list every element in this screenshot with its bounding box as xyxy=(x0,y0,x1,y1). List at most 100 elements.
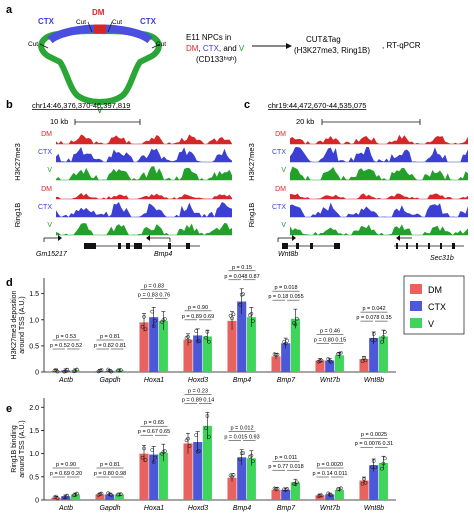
ventral-region-shape xyxy=(38,28,162,105)
track-label-dm: DM xyxy=(275,186,286,193)
x-tick-label: Hoxd3 xyxy=(188,505,208,512)
data-point xyxy=(197,339,202,344)
data-point xyxy=(117,492,122,497)
panel-b-group-2: Ring1B xyxy=(13,203,22,228)
y-axis-label-2: around TSS (A.U.) xyxy=(19,420,26,477)
p-value-top: p = 0.042 xyxy=(362,306,385,312)
data-point xyxy=(151,460,156,464)
data-point xyxy=(319,493,324,498)
y-tick-label: 1.5 xyxy=(29,428,39,435)
data-point xyxy=(329,359,334,364)
data-point xyxy=(55,369,60,374)
data-point xyxy=(295,316,299,321)
npc-line1: E11 NPCs in xyxy=(186,33,231,42)
npc-line3: (CD133ʰⁱᵍʰ) xyxy=(196,55,237,64)
bar-ctx-bmp7 xyxy=(281,343,291,372)
data-point xyxy=(187,339,192,343)
track-signal-ctx xyxy=(56,202,232,217)
data-point xyxy=(339,486,343,491)
data-point xyxy=(238,457,243,462)
bar-dm-hoxd3 xyxy=(183,443,193,500)
y-tick-label: 0.5 xyxy=(29,474,39,481)
y-tick-label: 1.0 xyxy=(29,451,39,458)
bar-dm-gapdh xyxy=(95,494,105,500)
panel-c-group-2: Ring1B xyxy=(247,203,256,228)
assay-line1: CUT&Tag xyxy=(306,35,341,44)
data-point xyxy=(241,451,246,455)
track-label-ctx: CTX xyxy=(38,149,52,156)
bar-v-bmp4 xyxy=(246,458,256,500)
track-signal-v xyxy=(290,224,468,235)
x-tick-label: Wnt7b xyxy=(320,377,340,384)
data-point xyxy=(363,480,368,485)
data-point xyxy=(318,493,322,498)
bar-v-bmp4 xyxy=(246,317,256,372)
x-tick-label: Bmp4 xyxy=(233,377,251,384)
data-point xyxy=(381,335,386,339)
data-point xyxy=(153,455,158,460)
p-value-pair: p = 0.83 0.76 xyxy=(138,292,170,298)
y-axis-label: Ring1B binding xyxy=(11,425,18,473)
data-point xyxy=(373,338,378,342)
panel-d-label: d xyxy=(6,277,13,289)
track-signal-v xyxy=(56,222,232,235)
data-point xyxy=(231,473,236,477)
panel-b-locus: chr14:46,376,370-46,397,819 xyxy=(32,101,130,110)
data-point xyxy=(274,352,278,357)
data-point xyxy=(163,449,167,453)
data-point xyxy=(150,309,155,314)
bar-v-hoxd3 xyxy=(202,336,212,372)
data-point xyxy=(194,433,199,437)
bar-dm-hoxd3 xyxy=(183,339,193,372)
data-point xyxy=(329,493,334,498)
y-tick-label: 1.0 xyxy=(29,317,39,324)
panel-c: c chr19:44,472,670-44,535,075 20 kb DM CT… xyxy=(244,99,468,262)
p-value-pair: p = 0.89 0.69 xyxy=(182,314,214,320)
x-tick-label: Wnt7b xyxy=(320,505,340,512)
data-point xyxy=(205,414,210,418)
bar-ctx-hoxa1 xyxy=(149,454,159,500)
p-value-pair: p = 0.82 0.81 xyxy=(94,343,126,349)
bar-v-wnt7b xyxy=(334,489,344,500)
panel-c-locus: chr19:44,472,670-44,535,075 xyxy=(268,101,366,110)
x-tick-label: Hoxd3 xyxy=(188,377,208,384)
data-point xyxy=(363,358,368,363)
panel-b-group-1: H3K27me3 xyxy=(13,143,22,181)
data-point xyxy=(383,330,387,335)
bar-ctx-gapdh xyxy=(105,494,115,500)
data-point xyxy=(249,311,254,316)
p-value-pair: p = 0.80 0.98 xyxy=(94,471,126,477)
data-point xyxy=(239,451,244,456)
p-value-top: p = 0.81 xyxy=(100,462,120,468)
data-point xyxy=(75,367,79,372)
bar-ctx-bmp4 xyxy=(237,301,247,372)
data-point xyxy=(72,493,76,498)
track-signal-dm xyxy=(56,134,232,144)
legend-label-v: V xyxy=(428,319,434,329)
p-value-pair: p = 0.18 0.055 xyxy=(268,294,303,300)
legend-swatch-ctx xyxy=(410,301,422,311)
p-value-top: p = 0.53 xyxy=(56,334,76,340)
y-tick-label: 2.0 xyxy=(29,405,39,412)
data-point xyxy=(380,466,384,471)
data-point xyxy=(187,444,192,448)
p-value-pair: p = 0.80 0.15 xyxy=(314,337,346,343)
data-point xyxy=(140,324,145,329)
p-value-top: p = 0.90 xyxy=(56,462,76,468)
data-point xyxy=(285,487,290,491)
data-point xyxy=(186,436,190,441)
p-value-pair: p = 0.078 0.35 xyxy=(356,315,391,321)
ctx-label-right: CTX xyxy=(140,17,157,26)
data-point xyxy=(295,480,299,485)
p-value-top: p = 0.90 xyxy=(188,305,208,311)
data-point xyxy=(195,449,200,454)
dm-label: DM xyxy=(92,8,105,17)
ctx-label-left: CTX xyxy=(38,17,55,26)
data-point xyxy=(109,369,114,374)
data-point xyxy=(75,491,79,496)
data-point xyxy=(362,477,366,481)
data-point xyxy=(143,327,148,332)
x-tick-label: Bmp7 xyxy=(277,377,296,384)
npc-line2: DM, CTX, and V xyxy=(186,44,245,53)
